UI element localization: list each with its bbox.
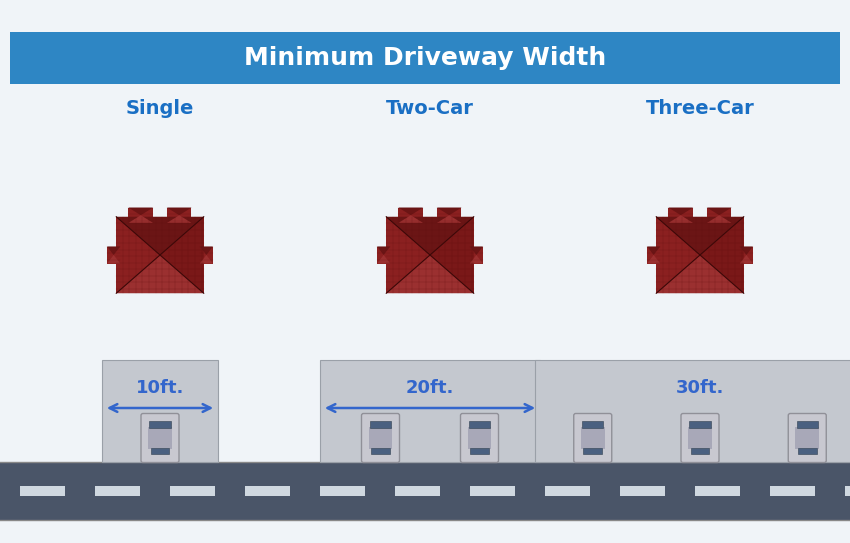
- Bar: [695, 486, 740, 496]
- Bar: [320, 486, 365, 496]
- Bar: [470, 486, 515, 496]
- Polygon shape: [399, 207, 423, 215]
- FancyBboxPatch shape: [361, 414, 400, 463]
- Polygon shape: [707, 215, 732, 223]
- Polygon shape: [647, 247, 660, 263]
- Bar: [150, 449, 169, 454]
- Bar: [545, 486, 590, 496]
- Bar: [320, 360, 540, 462]
- Polygon shape: [167, 215, 191, 223]
- Bar: [470, 449, 489, 454]
- Polygon shape: [437, 215, 462, 223]
- Bar: [798, 449, 817, 454]
- Bar: [581, 427, 604, 449]
- Bar: [369, 427, 393, 449]
- Bar: [395, 486, 440, 496]
- Polygon shape: [200, 255, 213, 263]
- Polygon shape: [740, 247, 753, 255]
- Polygon shape: [386, 217, 430, 293]
- Bar: [620, 486, 665, 496]
- Polygon shape: [470, 255, 483, 263]
- Polygon shape: [668, 207, 693, 215]
- Bar: [386, 217, 473, 293]
- Polygon shape: [647, 247, 660, 255]
- Polygon shape: [386, 255, 473, 293]
- Text: Two-Car: Two-Car: [386, 98, 474, 117]
- Polygon shape: [128, 207, 153, 215]
- Polygon shape: [656, 217, 700, 293]
- Text: Three-Car: Three-Car: [646, 98, 754, 117]
- Bar: [116, 217, 204, 293]
- Bar: [770, 486, 815, 496]
- Bar: [170, 486, 215, 496]
- Polygon shape: [200, 247, 213, 263]
- Bar: [690, 449, 710, 454]
- Bar: [95, 486, 140, 496]
- Bar: [468, 427, 491, 449]
- FancyBboxPatch shape: [461, 414, 498, 463]
- Polygon shape: [470, 247, 483, 263]
- Polygon shape: [377, 247, 390, 255]
- Polygon shape: [377, 247, 390, 263]
- Polygon shape: [399, 207, 423, 223]
- Polygon shape: [430, 217, 473, 293]
- Polygon shape: [107, 255, 120, 263]
- Bar: [102, 360, 218, 462]
- Polygon shape: [200, 247, 213, 255]
- Text: Single: Single: [126, 98, 194, 117]
- Polygon shape: [116, 217, 204, 255]
- FancyBboxPatch shape: [141, 414, 179, 463]
- Bar: [245, 486, 290, 496]
- FancyBboxPatch shape: [681, 414, 719, 463]
- Polygon shape: [160, 217, 204, 293]
- Polygon shape: [740, 247, 753, 263]
- Bar: [583, 449, 603, 454]
- Bar: [582, 421, 603, 428]
- Polygon shape: [386, 217, 473, 255]
- Bar: [688, 427, 712, 449]
- Polygon shape: [167, 207, 191, 215]
- FancyBboxPatch shape: [574, 414, 612, 463]
- Bar: [371, 449, 390, 454]
- Bar: [656, 217, 744, 293]
- Polygon shape: [107, 247, 120, 263]
- Bar: [535, 360, 850, 462]
- Polygon shape: [700, 217, 744, 293]
- Polygon shape: [740, 255, 753, 263]
- Text: Minimum Driveway Width: Minimum Driveway Width: [244, 46, 606, 70]
- Bar: [0, 462, 850, 520]
- Polygon shape: [707, 207, 732, 223]
- Polygon shape: [437, 207, 462, 215]
- Polygon shape: [707, 207, 732, 215]
- Polygon shape: [647, 255, 660, 263]
- Bar: [796, 427, 819, 449]
- Polygon shape: [128, 207, 153, 223]
- Polygon shape: [116, 217, 160, 293]
- Bar: [150, 421, 171, 428]
- Bar: [20, 486, 65, 496]
- Polygon shape: [470, 247, 483, 255]
- Text: 20ft.: 20ft.: [405, 379, 454, 397]
- Polygon shape: [656, 255, 744, 293]
- Polygon shape: [128, 215, 153, 223]
- Bar: [10, 32, 840, 84]
- Polygon shape: [377, 255, 390, 263]
- Polygon shape: [668, 207, 693, 223]
- Text: 30ft.: 30ft.: [676, 379, 724, 397]
- Polygon shape: [399, 215, 423, 223]
- Polygon shape: [116, 255, 204, 293]
- Polygon shape: [107, 247, 120, 255]
- Bar: [148, 427, 172, 449]
- Polygon shape: [167, 207, 191, 223]
- Bar: [845, 486, 850, 496]
- FancyBboxPatch shape: [788, 414, 826, 463]
- Bar: [469, 421, 490, 428]
- Text: 10ft.: 10ft.: [136, 379, 184, 397]
- Bar: [796, 421, 818, 428]
- Bar: [689, 421, 711, 428]
- Polygon shape: [668, 215, 693, 223]
- Polygon shape: [437, 207, 462, 223]
- Polygon shape: [656, 217, 744, 255]
- Bar: [370, 421, 391, 428]
